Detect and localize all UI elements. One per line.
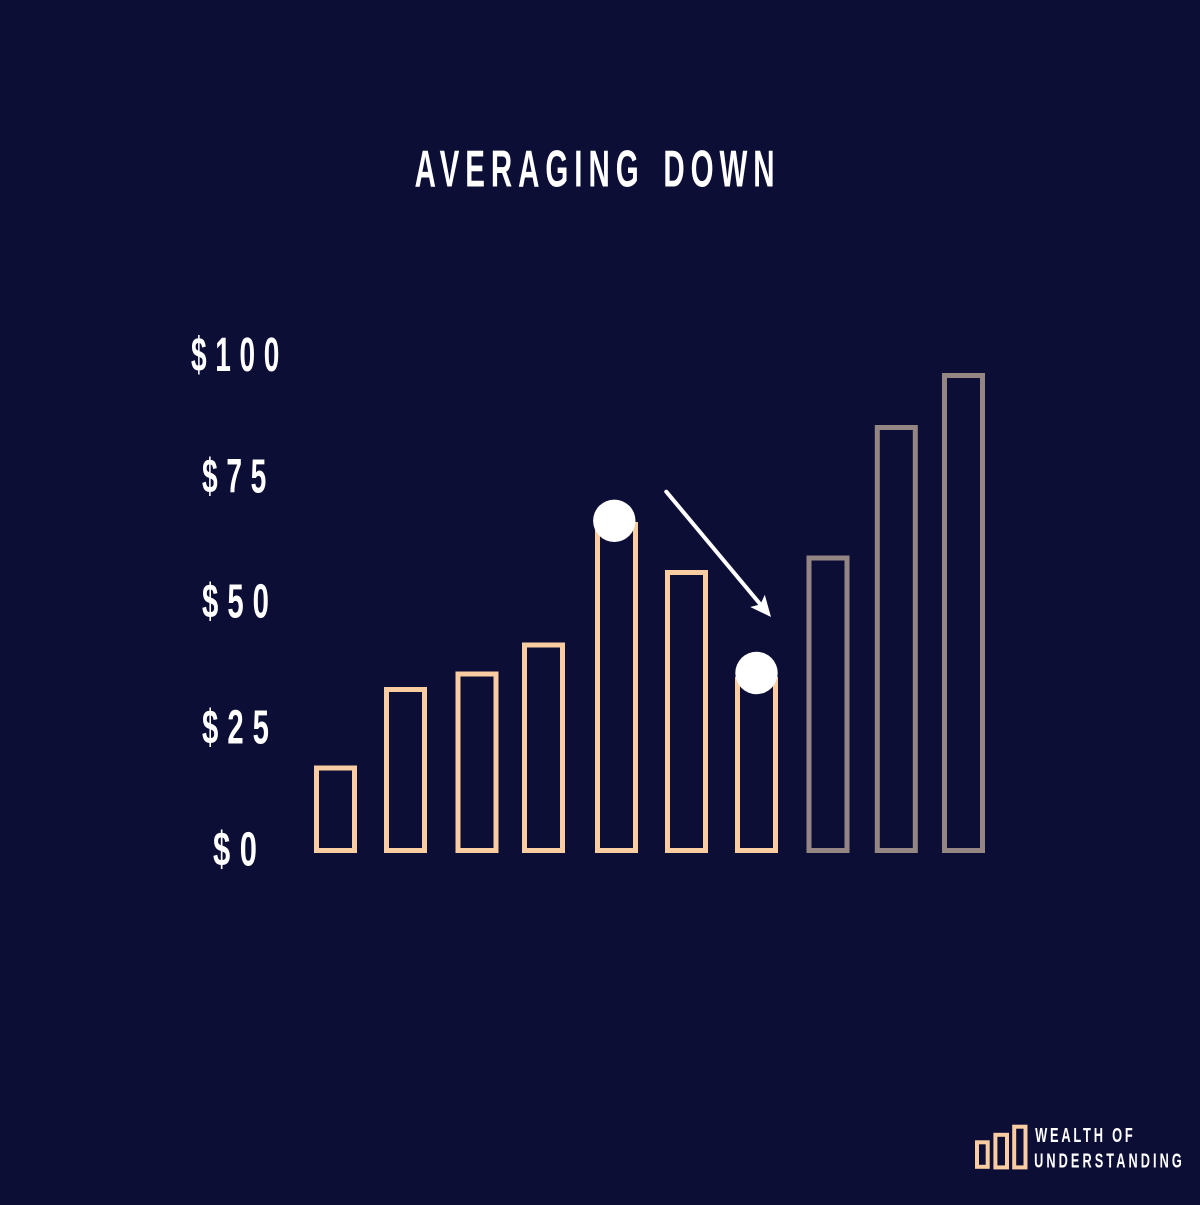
- svg-text:$50: $50: [202, 575, 278, 629]
- svg-text:UNDERSTANDING: UNDERSTANDING: [1034, 1150, 1185, 1172]
- svg-text:$100: $100: [191, 328, 288, 382]
- svg-text:AVERAGING DOWN: AVERAGING DOWN: [415, 140, 781, 198]
- svg-text:$25: $25: [202, 701, 278, 755]
- svg-text:$0: $0: [213, 823, 267, 877]
- svg-text:$75: $75: [202, 450, 275, 504]
- svg-text:WEALTH OF: WEALTH OF: [1035, 1125, 1135, 1147]
